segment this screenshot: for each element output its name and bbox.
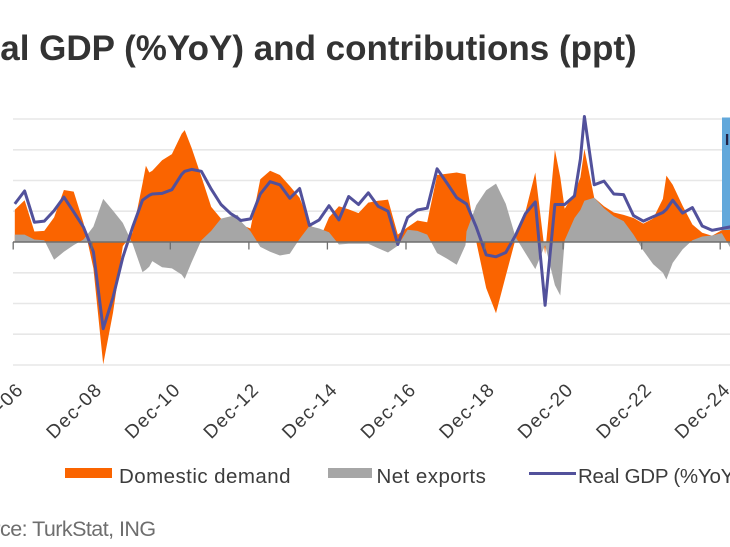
svg-text:Dec-24: Dec-24 (671, 379, 730, 443)
svg-text:Dec-16: Dec-16 (357, 379, 421, 443)
svg-text:Dec-22: Dec-22 (593, 379, 657, 443)
svg-text:Dec-20: Dec-20 (514, 379, 578, 443)
svg-text:Dec-10: Dec-10 (121, 379, 185, 443)
svg-text:ING forecast: ING forecast (725, 132, 730, 149)
svg-text:Dec-12: Dec-12 (200, 379, 264, 443)
svg-text:Dec-06: Dec-06 (0, 379, 28, 443)
svg-text:Dec-18: Dec-18 (436, 379, 500, 443)
svg-text:Dec-08: Dec-08 (43, 379, 107, 443)
svg-text:Dec-14: Dec-14 (278, 379, 342, 443)
